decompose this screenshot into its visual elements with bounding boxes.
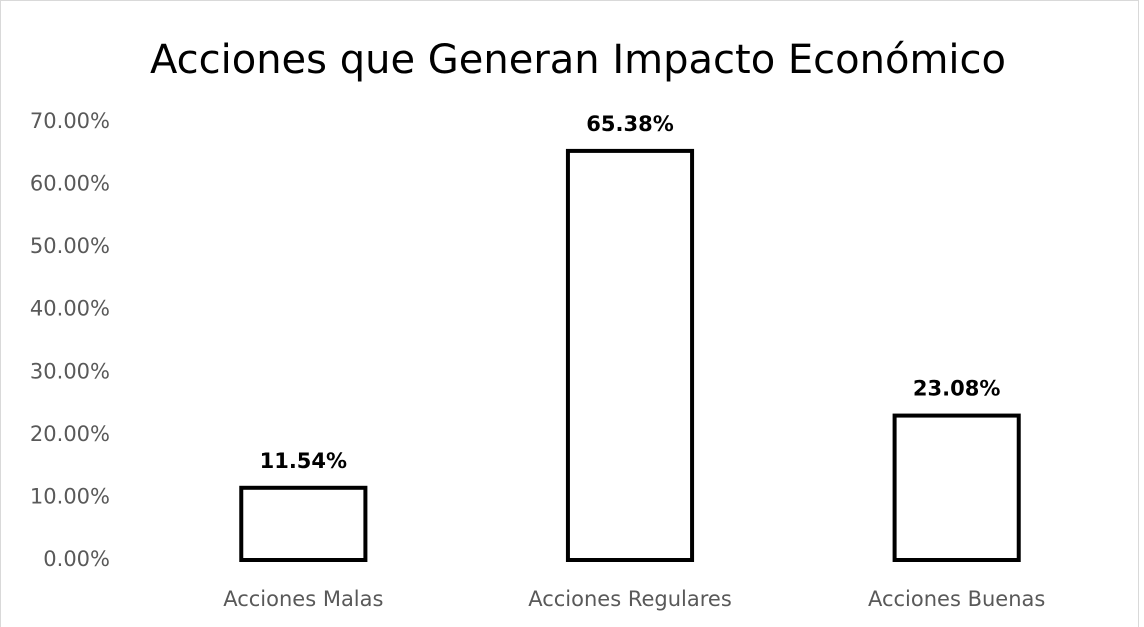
x-tick-label: Acciones Malas [223, 587, 383, 611]
data-label: 65.38% [586, 112, 673, 136]
bar [565, 148, 695, 563]
chart-title: Acciones que Generan Impacto Económico [150, 37, 1006, 83]
y-tick-label: 40.00% [30, 297, 110, 321]
y-tick-label: 20.00% [30, 422, 110, 446]
y-tick-label: 70.00% [30, 109, 110, 133]
y-tick-label: 10.00% [30, 484, 110, 508]
data-label: 11.54% [260, 449, 347, 473]
y-tick-label: 50.00% [30, 234, 110, 258]
bar [239, 485, 368, 562]
bar [892, 413, 1021, 562]
y-tick-label: 30.00% [30, 359, 110, 383]
y-tick-label: 0.00% [43, 547, 110, 571]
x-tick-label: Acciones Buenas [868, 587, 1045, 611]
x-tick-label: Acciones Regulares [528, 587, 732, 611]
data-label: 23.08% [913, 377, 1000, 401]
y-tick-label: 60.00% [30, 172, 110, 196]
